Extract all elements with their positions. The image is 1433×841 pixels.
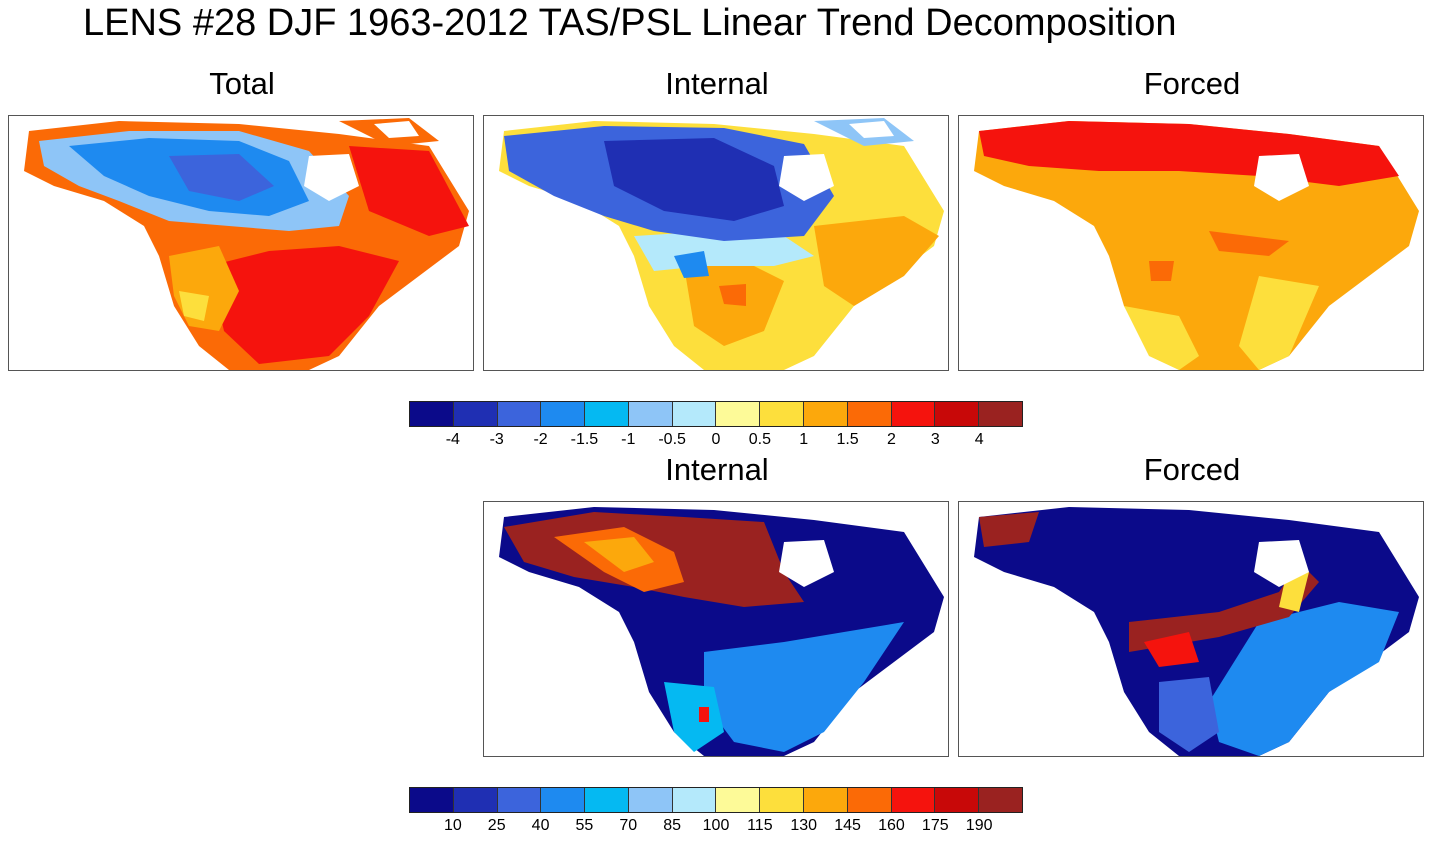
colorbar-tick-label: 70: [619, 817, 638, 834]
colorbar-tick-label: 85: [663, 817, 682, 834]
colorbar-swatch: [585, 788, 629, 812]
colorbar-tick-label: 1.5: [836, 431, 859, 448]
map-forced-psl: [958, 501, 1424, 757]
colorbar-psl: [409, 787, 1023, 813]
colorbar-tick-label: 145: [834, 817, 861, 834]
colorbar-swatch: [628, 788, 673, 812]
colorbar-swatch: [497, 402, 542, 426]
colorbar-tas-labels: -4 -3 -2 -1.5 -1 -0.5 0 0.5 1 1.5 2 3 4: [409, 431, 1023, 451]
colorbar-swatch: [453, 402, 498, 426]
colorbar-tick-label: -1: [621, 431, 636, 448]
colorbar-swatch: [541, 788, 586, 812]
colorbar-swatch: [935, 788, 980, 812]
panel-title-total: Total: [209, 66, 275, 101]
colorbar-tick-label: 0: [711, 431, 721, 448]
colorbar-tick-label: 4: [974, 431, 984, 448]
colorbar-swatch: [935, 402, 980, 426]
colorbar-tick-label: 190: [965, 817, 993, 834]
colorbar-tick-label: 100: [702, 817, 730, 834]
colorbar-swatch: [585, 402, 629, 426]
colorbar-tas: [409, 401, 1023, 427]
colorbar-tick-label: -0.5: [658, 431, 686, 448]
colorbar-swatch: [847, 788, 892, 812]
colorbar-tick-label: 2: [886, 431, 896, 448]
map-internal-tas: [483, 115, 949, 371]
colorbar-swatch: [628, 402, 673, 426]
colorbar-swatch: [979, 788, 1022, 812]
panel-title-internal-psl: Internal: [665, 452, 769, 487]
colorbar-swatch: [979, 402, 1022, 426]
colorbar-swatch: [716, 402, 761, 426]
colorbar-swatch: [760, 788, 805, 812]
colorbar-swatch: [804, 402, 848, 426]
colorbar-tick-label: -2: [533, 431, 548, 448]
colorbar-tick-label: 175: [921, 817, 949, 834]
figure-title: LENS #28 DJF 1963-2012 TAS/PSL Linear Tr…: [83, 2, 1177, 44]
colorbar-swatch: [410, 402, 454, 426]
colorbar-tick-label: 40: [531, 817, 550, 834]
colorbar-swatch: [804, 788, 848, 812]
map-total-tas: [8, 115, 474, 371]
panel-title-forced-psl: Forced: [1143, 452, 1241, 487]
panel-title-internal-tas: Internal: [665, 66, 769, 101]
map-internal-psl: [483, 501, 949, 757]
colorbar-tick-label: -3: [489, 431, 504, 448]
colorbar-swatch: [410, 788, 454, 812]
colorbar-swatch: [497, 788, 542, 812]
colorbar-tick-label: 1: [799, 431, 809, 448]
colorbar-tick-label: 160: [878, 817, 905, 834]
colorbar-swatch: [541, 402, 586, 426]
colorbar-tick-label: 25: [487, 817, 506, 834]
colorbar-tick-label: 0.5: [748, 431, 771, 448]
colorbar-swatch: [672, 402, 717, 426]
panel-title-forced-tas: Forced: [1143, 66, 1241, 101]
colorbar-tick-label: 130: [790, 817, 818, 834]
map-forced-tas: [958, 115, 1424, 371]
colorbar-psl-labels: 10 25 40 55 70 85 100 115 130 145 160 175 190: [409, 817, 1023, 837]
colorbar-swatch: [760, 402, 805, 426]
colorbar-swatch: [453, 788, 498, 812]
colorbar-tick-label: -1.5: [570, 431, 599, 448]
colorbar-tick-label: 55: [575, 817, 594, 834]
colorbar-swatch: [891, 402, 936, 426]
colorbar-tick-label: -4: [445, 431, 460, 448]
colorbar-swatch: [847, 402, 892, 426]
colorbar-swatch: [672, 788, 717, 812]
colorbar-tick-label: 10: [443, 817, 462, 834]
colorbar-swatch: [891, 788, 936, 812]
colorbar-tick-label: 115: [747, 817, 773, 834]
colorbar-tick-label: 3: [930, 431, 940, 448]
colorbar-swatch: [716, 788, 761, 812]
